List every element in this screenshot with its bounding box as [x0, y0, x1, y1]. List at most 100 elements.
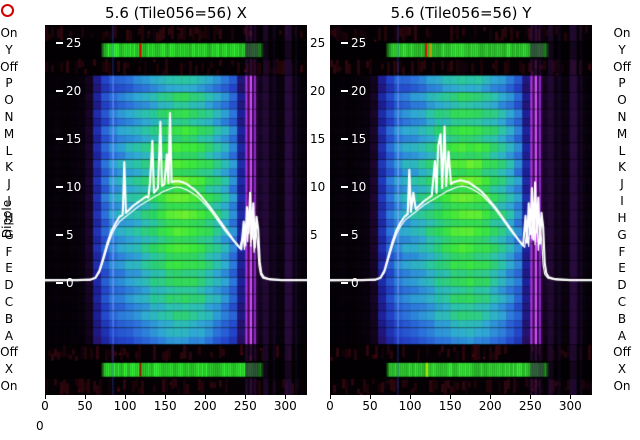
- x-tick-label: 0: [326, 399, 334, 413]
- dipole-label-right: D: [617, 278, 627, 293]
- overlay-tick-mark: [56, 186, 63, 188]
- overlay-tick-mark: [341, 282, 348, 284]
- origin-zero-label: 0: [36, 419, 44, 433]
- x-tick-mark: [125, 395, 127, 399]
- dipole-label-right: B: [617, 311, 627, 326]
- dipole-label-left: P: [5, 76, 13, 91]
- overlay-tick-mark: [341, 186, 348, 188]
- x-tick-label: 250: [233, 399, 257, 413]
- overlay-tick-mark: [56, 90, 63, 92]
- dipole-label-left: A: [4, 328, 14, 343]
- x-tick-mark: [530, 395, 532, 399]
- x-tick-mark: [245, 395, 247, 399]
- right-axis-tick-label: 15: [310, 131, 326, 146]
- x-tick-label: 150: [153, 399, 177, 413]
- overlay-tick-mark: [341, 234, 348, 236]
- overlay-tick-label: 15: [351, 131, 367, 146]
- x-tick-mark: [570, 395, 572, 399]
- dipole-label-left: O: [4, 93, 14, 108]
- overlay-tick-mark: [341, 42, 348, 44]
- dipole-label-left: E: [5, 261, 13, 276]
- x-tick-mark: [205, 395, 207, 399]
- overlay-tick-label: 25: [351, 35, 367, 50]
- right-axis-tick-label: 5: [310, 227, 318, 242]
- dipole-label-left: G: [4, 227, 14, 242]
- x-tick-label: 150: [438, 399, 462, 413]
- overlay-tick-label: 20: [351, 83, 367, 98]
- x-tick-label: 200: [193, 399, 217, 413]
- overlay-tick-mark: [341, 90, 348, 92]
- overlay-tick-label: 0: [351, 275, 359, 290]
- overlay-tick-mark: [56, 282, 63, 284]
- dipole-label-right: O: [617, 93, 627, 108]
- x-tick-label: 300: [273, 399, 297, 413]
- overlay-tick-label: 10: [66, 179, 82, 194]
- dipole-label-left: On: [0, 379, 18, 394]
- dipole-label-right: On: [613, 25, 631, 40]
- x-tick-mark: [45, 395, 46, 399]
- right-axis-tick-label: 10: [310, 179, 326, 194]
- x-tick-label: 100: [398, 399, 422, 413]
- overlay-tick-mark: [56, 138, 63, 140]
- dipole-label-right: On: [613, 379, 631, 394]
- dipole-label-left: X: [4, 362, 14, 377]
- overlay-tick-label: 5: [66, 227, 74, 242]
- heatmap-panel-y[interactable]: [330, 25, 592, 395]
- overlay-tick-label: 5: [351, 227, 359, 242]
- x-tick-mark: [490, 395, 492, 399]
- dipole-label-left: H: [4, 210, 14, 225]
- dipole-label-left: F: [5, 244, 13, 259]
- x-tick-label: 200: [478, 399, 502, 413]
- x-tick-mark: [330, 395, 331, 399]
- dipole-label-right: E: [618, 261, 626, 276]
- right-axis-tick-label: 25: [310, 35, 326, 50]
- dipole-label-right: C: [617, 295, 627, 309]
- dipole-label-right: M: [616, 126, 628, 141]
- dipole-label-right: A: [617, 328, 627, 343]
- dipole-label-right: Y: [618, 42, 626, 57]
- x-tick-mark: [285, 395, 287, 399]
- dipole-label-right: Off: [613, 59, 631, 74]
- panel-title-x: 5.6 (Tile056=56) X: [105, 4, 247, 22]
- overlay-tick-label: 15: [66, 131, 82, 146]
- dipole-label-right: Off: [613, 345, 631, 360]
- overlay-tick-mark: [341, 138, 348, 140]
- x-tick-label: 50: [362, 399, 378, 413]
- dipole-label-left: Off: [0, 345, 18, 360]
- dipole-label-left: D: [4, 278, 14, 293]
- right-axis-tick-label: 20: [310, 83, 326, 98]
- heatmap-panel-x[interactable]: [45, 25, 307, 395]
- record-indicator-icon: [1, 4, 14, 17]
- dipole-label-left: Off: [0, 59, 18, 74]
- x-tick-label: 100: [113, 399, 137, 413]
- dipole-label-left: M: [3, 126, 15, 141]
- dipole-label-left: J: [7, 177, 11, 192]
- dipole-label-left: Y: [5, 42, 13, 57]
- dipole-label-right: G: [617, 227, 627, 242]
- dipole-label-right: F: [618, 244, 626, 259]
- x-tick-label: 0: [41, 399, 49, 413]
- dipole-label-left: K: [5, 160, 13, 175]
- dipole-label-right: H: [617, 210, 627, 225]
- dipole-label-right: L: [618, 143, 626, 158]
- overlay-tick-label: 10: [351, 179, 367, 194]
- overlay-tick-label: 25: [66, 35, 82, 50]
- dipole-label-right: N: [617, 110, 627, 124]
- overlay-tick-mark: [56, 234, 63, 236]
- x-tick-mark: [450, 395, 452, 399]
- dipole-label-left: I: [7, 194, 11, 209]
- x-tick-label: 300: [558, 399, 582, 413]
- x-tick-mark: [165, 395, 167, 399]
- panel-title-y: 5.6 (Tile056=56) Y: [390, 4, 532, 22]
- x-tick-label: 50: [77, 399, 93, 413]
- dipole-label-left: C: [4, 295, 14, 309]
- x-tick-mark: [85, 395, 87, 399]
- dipole-label-left: L: [5, 143, 13, 158]
- x-tick-label: 250: [518, 399, 542, 413]
- x-tick-mark: [410, 395, 412, 399]
- dipole-label-right: P: [618, 76, 626, 91]
- dipole-label-left: N: [4, 110, 14, 124]
- overlay-tick-mark: [56, 42, 63, 44]
- dipole-label-right: J: [620, 177, 624, 192]
